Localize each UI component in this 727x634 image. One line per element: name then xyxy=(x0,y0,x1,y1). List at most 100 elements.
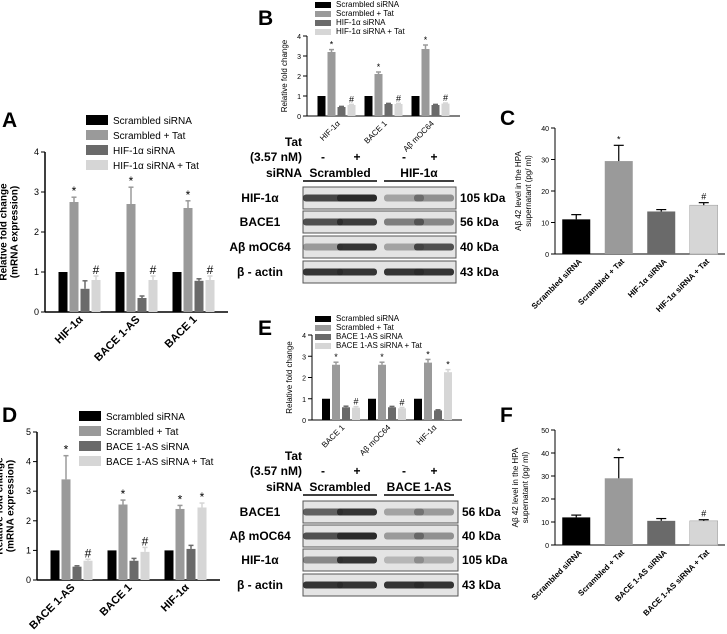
bar xyxy=(398,408,406,420)
blot-row-label: HIF-1α xyxy=(241,191,279,205)
legend-swatch xyxy=(315,11,331,17)
blot-row-label: HIF-1α xyxy=(241,553,279,567)
treatment-sign: + xyxy=(353,464,360,478)
x-category-label: BACE 1 xyxy=(98,582,135,619)
panel-label-A: A xyxy=(2,109,17,132)
bar xyxy=(689,520,718,546)
blot-row-label: β - actin xyxy=(237,265,283,279)
bar xyxy=(411,96,420,116)
panel-label-C: C xyxy=(500,107,515,130)
bar xyxy=(118,504,128,580)
blot-band xyxy=(384,194,424,202)
legend-label: BACE 1-AS siRNA + Tat xyxy=(336,341,423,350)
x-category-label: BACE 1-AS xyxy=(92,314,142,364)
significance-mark: * xyxy=(424,35,428,45)
blot-band xyxy=(337,243,377,251)
treatment-sign: - xyxy=(402,464,406,478)
bar xyxy=(647,211,676,254)
bar xyxy=(431,105,440,116)
blot-band xyxy=(337,581,377,589)
significance-mark: # xyxy=(353,397,358,407)
legend-swatch xyxy=(315,334,331,340)
significance-mark: # xyxy=(399,397,404,407)
blot-band xyxy=(337,532,377,540)
y-tick-label: 1 xyxy=(297,94,301,101)
y-tick-label: 1 xyxy=(34,267,39,277)
group-label: HIF-1α xyxy=(400,166,438,180)
dose-label: (3.57 nM) xyxy=(250,464,302,478)
blot-kda-label: 43 kDa xyxy=(462,578,501,592)
bar xyxy=(137,298,147,312)
blot-band xyxy=(384,532,424,540)
y-tick-label: 5 xyxy=(26,427,31,437)
x-category-label: BACE 1-AS xyxy=(27,582,77,632)
significance-mark: # xyxy=(93,263,100,277)
bar xyxy=(164,550,174,580)
y-tick-label: 3 xyxy=(26,486,31,496)
blot-row-label: β - actin xyxy=(237,578,283,592)
panel-label-E: E xyxy=(258,317,272,340)
x-category-label: Aβ mOC64 xyxy=(401,119,436,154)
significance-mark: * xyxy=(377,62,381,72)
blot-band xyxy=(384,556,424,564)
legend-swatch xyxy=(79,441,101,451)
bar xyxy=(194,280,204,312)
x-category-label: HIF-1α xyxy=(53,313,86,346)
blot-band xyxy=(414,194,454,202)
blot-band xyxy=(414,581,454,589)
bar xyxy=(441,103,450,116)
legend-label: BACE 1-AS siRNA xyxy=(336,332,403,341)
y-axis-label: Relative fold change xyxy=(285,341,294,414)
bar xyxy=(183,208,193,312)
legend-label: Scrambled + Tat xyxy=(336,9,395,18)
bar xyxy=(604,161,633,254)
bar xyxy=(421,49,430,116)
blot-band xyxy=(414,508,454,516)
x-category-label: HIF-1α xyxy=(159,581,192,614)
bar xyxy=(384,104,393,116)
legend-label: Scrambled + Tat xyxy=(106,427,179,438)
significance-mark: # xyxy=(85,546,92,560)
x-category-label: BACE 1 xyxy=(362,119,389,146)
legend-swatch xyxy=(315,343,331,349)
blot-band xyxy=(303,508,343,516)
significance-mark: * xyxy=(178,492,183,506)
blot-band xyxy=(303,218,343,226)
x-category-label: HIF-1α xyxy=(318,119,342,143)
bar xyxy=(140,551,150,580)
significance-mark: # xyxy=(349,94,354,104)
blot-band xyxy=(337,218,377,226)
y-axis-label: Relative fold change xyxy=(280,39,289,112)
significance-mark: # xyxy=(701,192,706,202)
blot-band xyxy=(337,268,377,276)
y-tick-label: 3 xyxy=(297,54,301,61)
y-tick-label: 40 xyxy=(541,451,549,458)
group-label: Scrambled xyxy=(309,480,370,494)
y-tick-label: 3 xyxy=(302,354,306,361)
significance-mark: * xyxy=(186,188,191,202)
legend-swatch xyxy=(79,411,101,421)
blot-band xyxy=(337,508,377,516)
significance-mark: # xyxy=(142,534,149,548)
treatment-sign: + xyxy=(430,464,437,478)
y-tick-label: 2 xyxy=(26,516,31,526)
legend-swatch xyxy=(79,456,101,466)
treatment-sign: + xyxy=(353,150,360,164)
x-category-label: Scrambled + Tat xyxy=(576,257,626,307)
legend-label: Scrambled + Tat xyxy=(113,131,186,142)
y-tick-label: 50 xyxy=(541,428,549,435)
blot-row-label: Aβ mOC64 xyxy=(229,529,291,543)
legend-swatch xyxy=(315,20,331,26)
legend-swatch xyxy=(86,115,108,125)
y-tick-label: 4 xyxy=(302,333,306,340)
blot-band xyxy=(384,243,424,251)
blot-band xyxy=(303,556,343,564)
blot-band xyxy=(384,218,424,226)
y-tick-label: 2 xyxy=(34,227,39,237)
blot-kda-label: 40 kDa xyxy=(462,529,501,543)
blot-kda-label: 43 kDa xyxy=(460,265,499,279)
bar xyxy=(352,407,360,420)
y-tick-label: 0 xyxy=(545,543,549,550)
legend-swatch xyxy=(315,2,331,8)
